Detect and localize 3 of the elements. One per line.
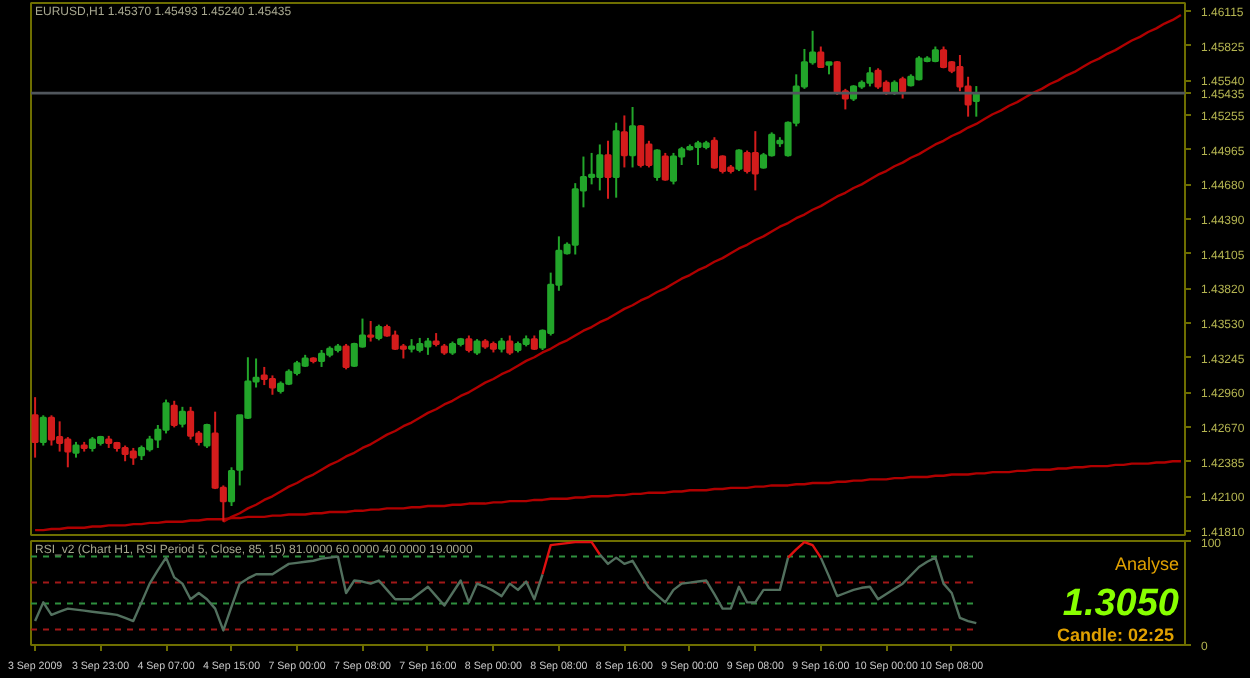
annotation: Candle: 02:25 bbox=[1056, 624, 1175, 645]
annotation: Analyse bbox=[1114, 553, 1180, 574]
annotation: 1.3050 bbox=[1062, 583, 1180, 626]
